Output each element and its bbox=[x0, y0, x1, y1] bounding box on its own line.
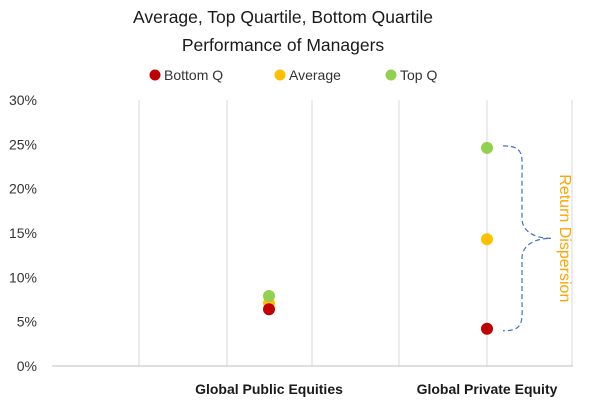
return-dispersion-annotation: Return Dispersion bbox=[502, 145, 573, 332]
y-tick-label: 0% bbox=[17, 358, 37, 374]
axes: 0% 5% 10% 15% 20% 25% 30% Global Public Equitie… bbox=[9, 92, 573, 397]
point-bottom-q-2 bbox=[481, 322, 493, 335]
point-average-2 bbox=[481, 233, 493, 246]
y-tick-label: 25% bbox=[9, 136, 37, 152]
y-tick-label: 15% bbox=[9, 225, 37, 241]
y-tick-label: 30% bbox=[9, 92, 37, 108]
legend-marker-bottom-q bbox=[149, 69, 161, 81]
x-category-label: Global Private Equity bbox=[417, 381, 558, 397]
legend-marker-average bbox=[274, 69, 286, 81]
y-tick-label: 10% bbox=[9, 269, 37, 285]
legend: Bottom Q Average Top Q bbox=[149, 67, 437, 83]
point-top-q-1 bbox=[263, 289, 275, 302]
legend-label-bottom-q: Bottom Q bbox=[164, 67, 223, 83]
grid bbox=[138, 100, 573, 366]
chart-title-line-1: Average, Top Quartile, Bottom Quartile bbox=[133, 7, 433, 27]
y-tick-label: 20% bbox=[9, 181, 37, 197]
chart-title: Average, Top Quartile, Bottom Quartile P… bbox=[133, 7, 433, 55]
legend-label-average: Average bbox=[289, 67, 341, 83]
point-bottom-q-1 bbox=[263, 303, 275, 316]
y-tick-label: 5% bbox=[17, 314, 37, 330]
return-dispersion-label: Return Dispersion bbox=[556, 174, 573, 302]
point-top-q-2 bbox=[481, 141, 493, 154]
chart-title-line-2: Performance of Managers bbox=[182, 35, 385, 55]
dispersion-bracket bbox=[502, 145, 552, 332]
data-points bbox=[263, 141, 493, 335]
legend-label-top-q: Top Q bbox=[400, 67, 437, 83]
x-category-label: Global Public Equities bbox=[195, 381, 343, 397]
legend-marker-top-q bbox=[385, 69, 397, 81]
